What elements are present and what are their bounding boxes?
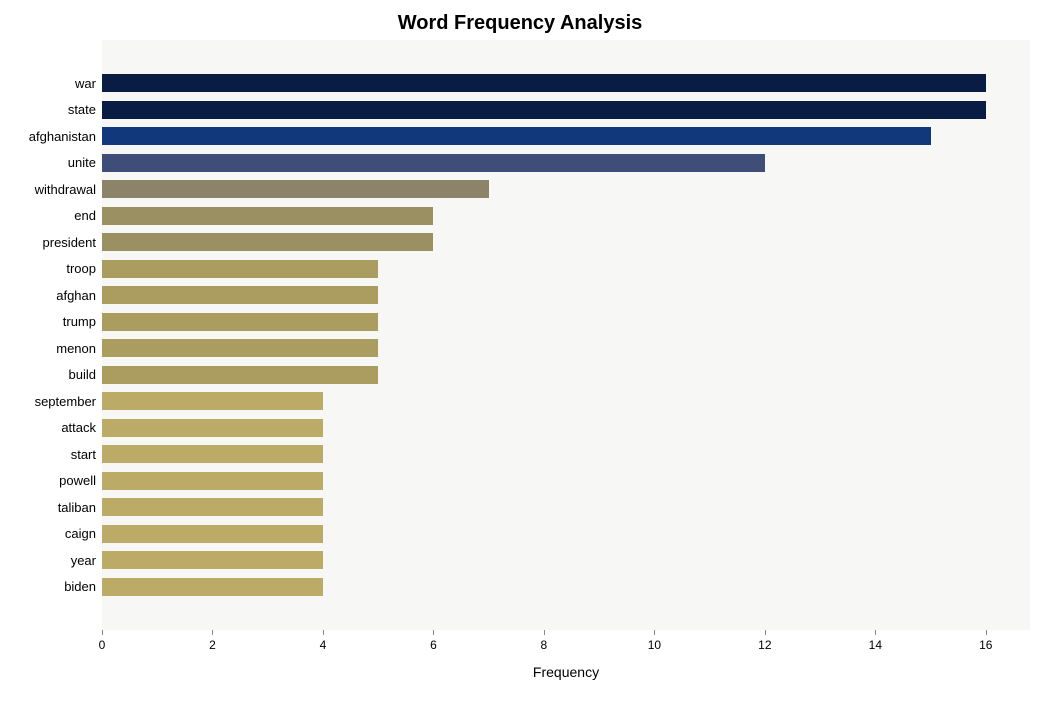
x-tick-mark <box>212 630 213 635</box>
chart-container: Word Frequency Analysis war state afghanis… <box>0 0 1040 701</box>
plot-area <box>102 40 1030 630</box>
bar <box>102 551 323 569</box>
bar <box>102 366 378 384</box>
bar <box>102 286 378 304</box>
bar <box>102 472 323 490</box>
bar <box>102 498 323 516</box>
bar <box>102 419 323 437</box>
x-tick-label: 14 <box>869 638 882 652</box>
y-tick-label: troop <box>2 262 96 275</box>
bar <box>102 339 378 357</box>
bar <box>102 207 433 225</box>
y-tick-label: powell <box>2 474 96 487</box>
y-tick-label: build <box>2 368 96 381</box>
bar <box>102 180 489 198</box>
bar <box>102 260 378 278</box>
y-tick-label: attack <box>2 421 96 434</box>
x-tick-mark <box>654 630 655 635</box>
x-tick-label: 16 <box>979 638 992 652</box>
x-tick-mark <box>102 630 103 635</box>
bar <box>102 578 323 596</box>
y-tick-label: afghan <box>2 289 96 302</box>
y-tick-label: president <box>2 236 96 249</box>
y-tick-label: biden <box>2 580 96 593</box>
x-tick-mark <box>323 630 324 635</box>
y-tick-label: trump <box>2 315 96 328</box>
bar <box>102 74 986 92</box>
x-tick-mark <box>433 630 434 635</box>
y-tick-label: afghanistan <box>2 130 96 143</box>
x-tick-label: 4 <box>320 638 327 652</box>
chart-title: Word Frequency Analysis <box>10 8 1030 35</box>
x-tick-label: 0 <box>99 638 106 652</box>
y-tick-label: war <box>2 77 96 90</box>
x-tick-label: 12 <box>758 638 771 652</box>
bar <box>102 445 323 463</box>
x-axis-title: Frequency <box>533 664 599 680</box>
y-tick-label: end <box>2 209 96 222</box>
x-tick-label: 2 <box>209 638 216 652</box>
bar <box>102 313 378 331</box>
x-tick-mark <box>875 630 876 635</box>
y-tick-label: year <box>2 554 96 567</box>
y-tick-label: taliban <box>2 501 96 514</box>
y-tick-label: september <box>2 395 96 408</box>
y-tick-label: start <box>2 448 96 461</box>
x-tick-mark <box>765 630 766 635</box>
y-tick-label: state <box>2 103 96 116</box>
x-tick-label: 6 <box>430 638 437 652</box>
y-tick-label: withdrawal <box>2 183 96 196</box>
y-tick-label: menon <box>2 342 96 355</box>
bar <box>102 233 433 251</box>
x-tick-label: 8 <box>541 638 548 652</box>
y-tick-label: caign <box>2 527 96 540</box>
bar <box>102 154 765 172</box>
bar <box>102 525 323 543</box>
x-tick-label: 10 <box>648 638 661 652</box>
bar <box>102 392 323 410</box>
x-tick-mark <box>544 630 545 635</box>
bar <box>102 101 986 119</box>
bar <box>102 127 931 145</box>
y-tick-label: unite <box>2 156 96 169</box>
x-tick-mark <box>986 630 987 635</box>
